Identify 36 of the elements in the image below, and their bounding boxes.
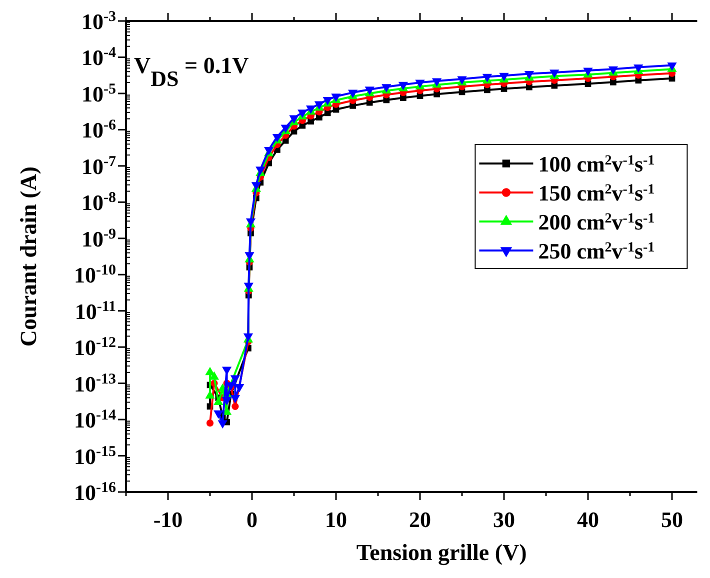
x-tick-label: 20 [409,507,431,532]
x-tick-label: 30 [493,507,515,532]
x-tick-label: 10 [325,507,347,532]
x-tick-label: 50 [661,507,683,532]
legend-label: 150 cm$^{2}$v$^{-1}$s$^{-1}$ [538,180,655,206]
point [230,394,240,404]
point [234,384,244,392]
legend-label: 200 cm$^{2}$v$^{-1}$s$^{-1}$ [538,210,655,234]
point [222,366,232,376]
legend-label: 100 cm$^{2}$v$^{-1}$s$^{-1}$ [538,152,655,176]
y-tick-label: 10$^{-11}$ [74,298,116,324]
y-tick-label: 10$^{-3}$ [82,9,116,34]
point [206,419,214,427]
y-tick-label: 10$^{-10}$ [74,262,116,288]
y-axis-title: Courant drain (A) [16,166,41,347]
x-tick-label: -10 [153,507,183,532]
y-tick-label: 10$^{-9}$ [82,226,116,252]
y-tick-label: 10$^{-15}$ [74,444,116,469]
x-tick-label: 40 [577,507,599,532]
legend-label: 250 cm$^{2}$v$^{-1}$s$^{-1}$ [538,238,655,264]
y-tick-label: 10$^{-4}$ [82,45,116,70]
y-tick-label: 10$^{-14}$ [74,408,116,433]
x-axis-title: Tension grille (V) [356,540,527,566]
x-tick-label: 0 [246,507,258,532]
point [232,402,239,410]
y-tick-label: 10$^{-8}$ [82,190,116,216]
point [214,410,224,419]
y-tick-label: 10$^{-5}$ [82,81,116,106]
y-tick-label: 10$^{-6}$ [82,118,116,143]
point [218,420,228,429]
point [222,397,232,406]
y-tick-label: 10$^{-12}$ [74,335,116,360]
point [214,396,224,406]
y-tick-label: 10$^{-13}$ [74,371,116,396]
y-tick-label: 10$^{-16}$ [74,480,116,505]
y-tick-label: 10$^{-7}$ [82,154,116,179]
